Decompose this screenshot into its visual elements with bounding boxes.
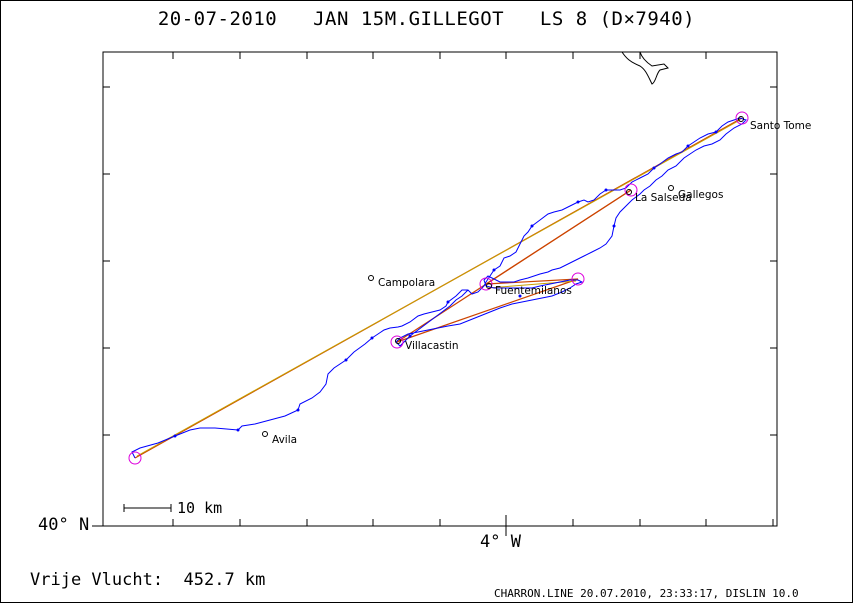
place-marker-santo-tome	[738, 116, 744, 122]
track-markers	[173, 130, 718, 438]
place-label-santo-tome: Santo Tome	[750, 120, 811, 132]
place-marker-gallegos	[668, 185, 674, 191]
turnpoint-east	[571, 272, 585, 286]
turnpoint-fuentemilanos	[479, 277, 493, 291]
top-ticks	[172, 52, 707, 59]
turnpoint-start	[128, 451, 142, 465]
left-ticks	[92, 86, 110, 527]
turnpoint-santo-tome	[735, 111, 749, 125]
longitude-label: 4° W	[480, 532, 521, 552]
place-label-la-salseda: La Salseda	[635, 192, 692, 204]
task-line-b	[136, 119, 741, 457]
place-label-fuentemilanos: Fuentemilanos	[495, 285, 572, 297]
place-marker-villacastin	[395, 338, 401, 344]
place-labels: Santo Tome La Salseda Gallegos Campolara…	[272, 120, 811, 446]
right-ticks	[770, 86, 777, 436]
flight-title: 20-07-2010 JAN 15M.GILLEGOT LS 8 (D×7940…	[157, 8, 696, 30]
turnpoint-villacastin	[390, 335, 404, 349]
scale-bar	[123, 504, 172, 512]
place-marker-fuentemilanos	[486, 283, 492, 289]
place-markers	[262, 116, 744, 437]
turnpoint-la-salseda	[624, 183, 638, 197]
scale-bar-label: 10 km	[177, 499, 222, 517]
plot-border	[102, 51, 778, 527]
place-label-campolara: Campolara	[378, 277, 435, 289]
gps-track	[131, 117, 747, 459]
footer-credit: CHARRON.LINE 20.07.2010, 23:33:17, DISLI…	[494, 587, 799, 600]
task-line-e	[485, 278, 579, 285]
task-lines	[134, 117, 743, 459]
place-marker-campolara	[368, 275, 374, 281]
latitude-label: 40° N	[38, 515, 90, 535]
place-label-villacastin: Villacastin	[405, 340, 459, 352]
bottom-ticks	[172, 515, 774, 536]
turnpoint-circles	[128, 111, 749, 465]
task-line-f	[396, 278, 579, 343]
place-marker-la-salseda	[626, 189, 632, 195]
reservoir-outline	[621, 51, 669, 85]
free-flight-distance: Vrije Vlucht: 452.7 km	[30, 570, 266, 590]
place-label-avila: Avila	[272, 434, 297, 446]
place-marker-avila	[262, 431, 268, 437]
place-label-gallegos: Gallegos	[678, 189, 723, 201]
task-line-d	[485, 189, 632, 285]
